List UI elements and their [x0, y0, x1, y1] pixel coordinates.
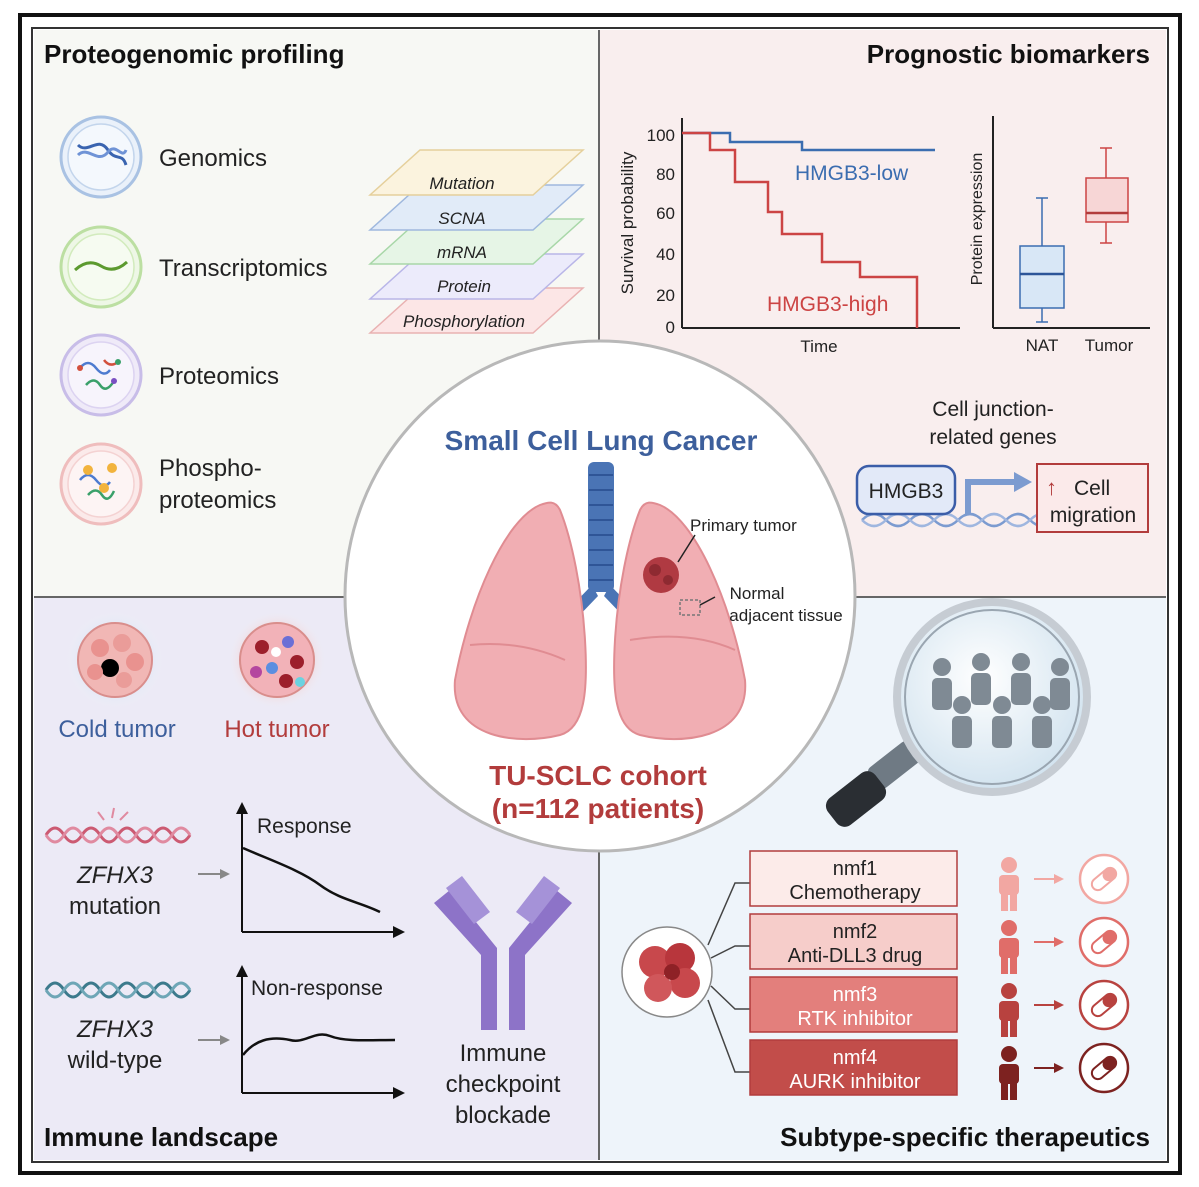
subtype-drug: RTK inhibitor: [797, 1008, 913, 1030]
zfhx3-wt-gene: ZFHX3: [76, 1016, 154, 1043]
km-ytick: 100: [647, 126, 675, 145]
km-ylabel: Survival probability: [618, 151, 637, 294]
km-ytick: 60: [656, 204, 675, 223]
hmgb3-label: HMGB3: [869, 480, 944, 503]
zfhx3-wt-label: wild-type: [67, 1047, 163, 1074]
patient-icon: [1001, 920, 1017, 936]
subtype-name: nmf1: [833, 858, 877, 880]
normal-tissue-label-line2: adjacent tissue: [729, 606, 842, 625]
layer-phosphorylation-label: Phosphorylation: [403, 312, 525, 331]
icb-label-line3: blockade: [455, 1102, 551, 1129]
transcriptomics-label: Transcriptomics: [159, 255, 327, 282]
primary-tumor-label: Primary tumor: [690, 516, 797, 535]
cohort-label-line2: (n=112 patients): [492, 793, 704, 824]
subtype-drug: Chemotherapy: [789, 882, 920, 904]
km-xlabel: Time: [800, 337, 837, 356]
center-title: Small Cell Lung Cancer: [445, 425, 758, 456]
box-ylabel: Protein expression: [969, 153, 986, 286]
transcriptomics-dish: [61, 227, 141, 307]
nonresponse-label: Non-response: [251, 977, 383, 1000]
icb-label-line2: checkpoint: [446, 1071, 561, 1098]
proteomics-dish: [61, 335, 141, 415]
subtype-name: nmf3: [833, 984, 877, 1006]
cold-tumor-icon: [65, 610, 165, 710]
subtype-drug: Anti-DLL3 drug: [788, 945, 923, 967]
km-ytick: 40: [656, 245, 675, 264]
cohort-label-line1: TU-SCLC cohort: [489, 760, 707, 791]
patient-icon: [1001, 983, 1017, 999]
km-ytick: 80: [656, 165, 675, 184]
phosphoproteomics-dish: [61, 444, 141, 524]
phosphoproteomics-label-line2: proteomics: [159, 487, 276, 514]
subtype-name: nmf2: [833, 921, 877, 943]
genes-label-line1: Cell junction-: [932, 398, 1053, 421]
immune-title: Immune landscape: [44, 1122, 278, 1152]
layer-mutation-label: Mutation: [429, 174, 494, 193]
phosphoproteomics-label-line1: Phospho-: [159, 455, 262, 482]
therapeutics-title: Subtype-specific therapeutics: [780, 1122, 1150, 1152]
proteogenomic-title: Proteogenomic profiling: [44, 39, 344, 69]
prognostic-title: Prognostic biomarkers: [867, 39, 1150, 69]
genomics-dish: [61, 117, 141, 197]
cold-tumor-label: Cold tumor: [58, 716, 175, 743]
subtype-name: nmf4: [833, 1047, 877, 1069]
subtype-drug: AURK inhibitor: [789, 1071, 921, 1093]
icb-label-line1: Immune: [460, 1040, 547, 1067]
box-category-nat: NAT: [1026, 336, 1059, 355]
genomics-label: Genomics: [159, 145, 267, 172]
zfhx3-mut-gene: ZFHX3: [76, 862, 154, 889]
response-label: Response: [257, 815, 352, 838]
layer-protein-label: Protein: [437, 277, 491, 296]
km-high-label: HMGB3-high: [767, 293, 888, 316]
tumor-cluster-icon: [622, 927, 712, 1017]
km-low-label: HMGB3-low: [795, 162, 909, 185]
km-ytick: 0: [666, 318, 675, 337]
normal-tissue-label-line1: Normal: [730, 584, 785, 603]
migration-label-line2: migration: [1050, 504, 1136, 527]
nat-box: [1020, 246, 1064, 308]
patient-icon: [1001, 1046, 1017, 1062]
migration-label-line1: Cell: [1074, 477, 1110, 500]
proteomics-label: Proteomics: [159, 363, 279, 390]
layer-scna-label: SCNA: [438, 209, 485, 228]
up-arrow-icon: ↑: [1046, 475, 1057, 500]
km-ytick: 20: [656, 286, 675, 305]
genes-label-line2: related genes: [929, 426, 1056, 449]
hot-tumor-label: Hot tumor: [224, 716, 329, 743]
zfhx3-mut-label: mutation: [69, 893, 161, 920]
patient-icon: [1001, 857, 1017, 873]
layer-mrna-label: mRNA: [437, 243, 487, 262]
tumor-box: [1086, 178, 1128, 222]
box-category-tumor: Tumor: [1085, 336, 1134, 355]
primary-tumor-mark: [643, 557, 679, 593]
data-layers: Phosphorylation Protein mRNA SCNA Mutati…: [370, 150, 583, 333]
hot-tumor-icon: [227, 610, 327, 710]
